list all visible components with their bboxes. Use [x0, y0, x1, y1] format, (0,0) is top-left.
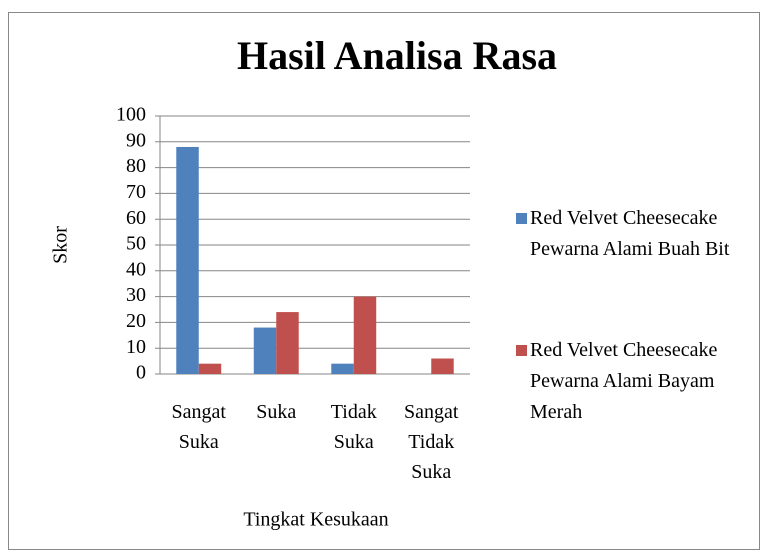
chart-frame [8, 12, 760, 550]
legend-label: Red Velvet Cheesecake Pewarna Alami Baya… [530, 339, 718, 423]
x-tick-label: Sangat Suka [171, 401, 226, 453]
y-tick-label: 70 [126, 181, 146, 203]
x-tick-label: Tidak Suka [330, 401, 377, 453]
y-tick-label: 90 [126, 129, 146, 151]
y-axis-title: Skor [50, 226, 72, 264]
x-tick-label: Sangat Tidak Suka [404, 401, 459, 483]
bar [253, 327, 277, 374]
chart-title: Hasil Analisa Rasa [237, 33, 557, 78]
x-tick-label: Suka [256, 401, 297, 423]
legend-label: Red Velvet Cheesecake Pewarna Alami Buah… [530, 207, 730, 260]
legend-swatch [516, 345, 527, 356]
y-tick-label: 30 [126, 284, 146, 306]
legend-swatch [516, 213, 527, 224]
bar [431, 358, 454, 374]
y-tick-label: 80 [126, 155, 146, 177]
bar [331, 363, 354, 374]
bar [276, 312, 299, 374]
y-tick-label: 0 [136, 362, 146, 384]
x-axis-title: Tingkat Kesukaan [243, 509, 388, 531]
y-tick-label: 100 [116, 104, 146, 126]
bar [353, 296, 377, 374]
y-tick-label: 20 [126, 310, 146, 332]
y-tick-label: 50 [126, 233, 146, 255]
y-tick-label: 40 [126, 258, 146, 280]
y-tick-label: 10 [126, 336, 146, 358]
bar [176, 146, 199, 374]
bar [198, 363, 222, 374]
y-tick-label: 60 [126, 207, 146, 229]
